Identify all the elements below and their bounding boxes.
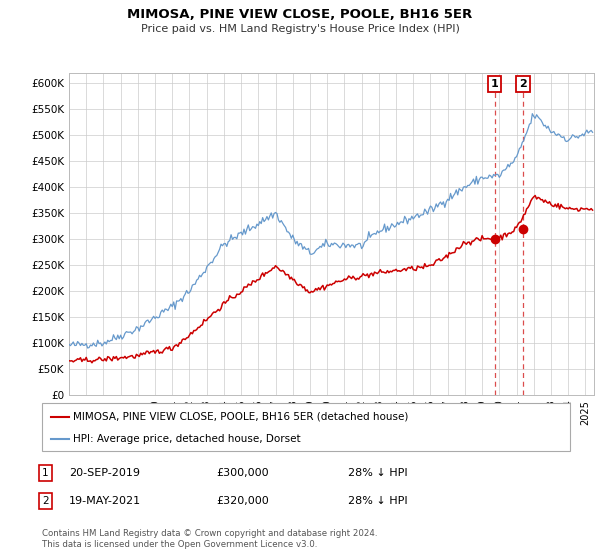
Text: 19-MAY-2021: 19-MAY-2021 bbox=[69, 496, 141, 506]
Text: 1: 1 bbox=[491, 79, 499, 89]
Text: Price paid vs. HM Land Registry's House Price Index (HPI): Price paid vs. HM Land Registry's House … bbox=[140, 24, 460, 34]
Text: £320,000: £320,000 bbox=[216, 496, 269, 506]
Text: 2: 2 bbox=[42, 496, 49, 506]
Text: 28% ↓ HPI: 28% ↓ HPI bbox=[348, 468, 407, 478]
Text: 1: 1 bbox=[42, 468, 49, 478]
Text: HPI: Average price, detached house, Dorset: HPI: Average price, detached house, Dors… bbox=[73, 434, 301, 444]
Text: 28% ↓ HPI: 28% ↓ HPI bbox=[348, 496, 407, 506]
Text: Contains HM Land Registry data © Crown copyright and database right 2024.
This d: Contains HM Land Registry data © Crown c… bbox=[42, 529, 377, 549]
Text: MIMOSA, PINE VIEW CLOSE, POOLE, BH16 5ER: MIMOSA, PINE VIEW CLOSE, POOLE, BH16 5ER bbox=[127, 8, 473, 21]
Text: 20-SEP-2019: 20-SEP-2019 bbox=[69, 468, 140, 478]
Text: £300,000: £300,000 bbox=[216, 468, 269, 478]
Text: MIMOSA, PINE VIEW CLOSE, POOLE, BH16 5ER (detached house): MIMOSA, PINE VIEW CLOSE, POOLE, BH16 5ER… bbox=[73, 412, 409, 422]
Text: 2: 2 bbox=[519, 79, 527, 89]
